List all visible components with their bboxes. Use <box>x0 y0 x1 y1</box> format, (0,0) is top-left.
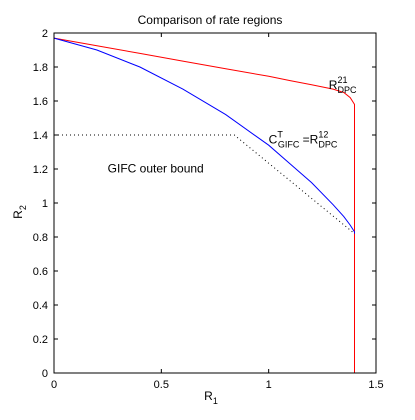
annotation-outer_bound: GIFC outer bound <box>108 161 204 175</box>
x-tick-label: 0 <box>51 379 57 391</box>
y-tick-label: 0.4 <box>33 300 48 312</box>
x-tick-label: 1.5 <box>368 379 383 391</box>
y-tick-label: 1.6 <box>33 96 48 108</box>
annotation-dpc21: R21 DPC <box>329 75 357 95</box>
y-tick-label: 0.8 <box>33 232 48 244</box>
plot-marks <box>53 37 355 373</box>
y-tick-label: 2 <box>42 28 48 40</box>
y-tick-label: 1 <box>42 198 48 210</box>
x-tick-label: 1 <box>266 379 272 391</box>
plot-frame <box>53 32 377 374</box>
y-axis-label: R2 <box>11 205 28 219</box>
y-tick-label: 0.6 <box>33 266 48 278</box>
y-tick-label: 1.2 <box>33 164 48 176</box>
x-tick-label: 0.5 <box>154 379 169 391</box>
chart-title: Comparison of rate regions <box>138 13 283 27</box>
y-tick-label: 1.8 <box>33 62 48 74</box>
chart-annotations: R21 DPC CT GIFC =R12 DPC GIFC outer bound <box>108 75 357 175</box>
y-tick-label: 0 <box>42 368 48 380</box>
annotation-gifc_dpc12: CT GIFC =R12 DPC <box>269 130 338 150</box>
y-tick-label: 1.4 <box>33 130 48 142</box>
y-tick-label: 0.2 <box>33 334 48 346</box>
x-axis-label: R1 <box>204 389 218 406</box>
series-line-1 <box>53 37 355 234</box>
series-line-2 <box>54 134 355 234</box>
series-line-0 <box>53 37 355 373</box>
axis-ticks: 0 0.5 1 1.5 0 0.2 0.4 0.6 0.8 1 1.2 1.4 1.6 1.8 2 <box>33 28 384 391</box>
